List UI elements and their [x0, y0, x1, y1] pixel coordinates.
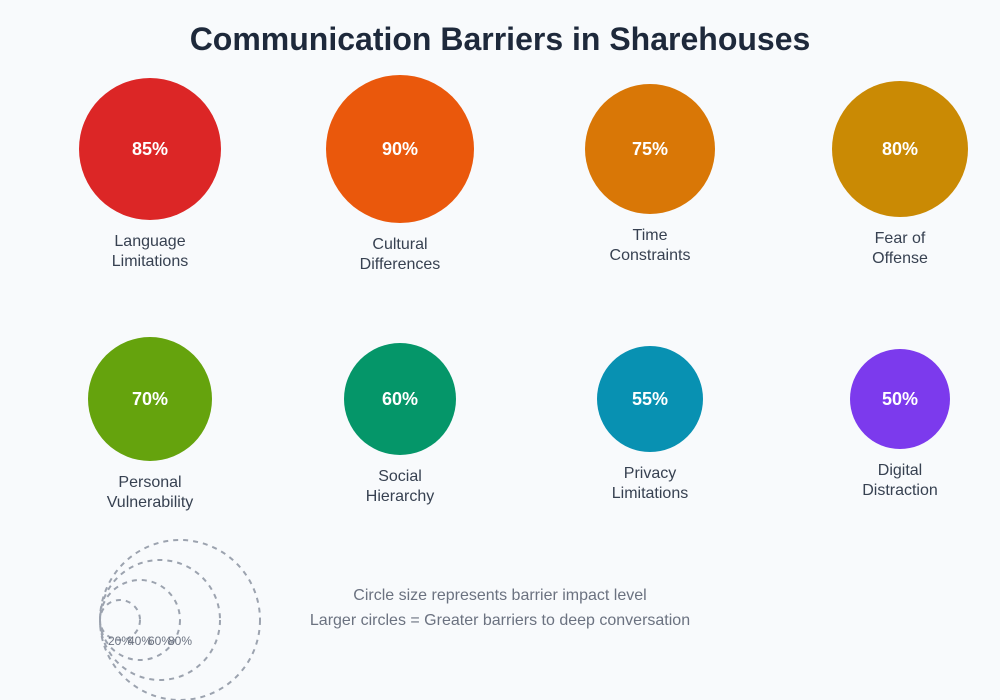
bubble-1: 90% Cultural Differences: [326, 75, 474, 273]
bubble-7: 50% Digital Distraction: [850, 349, 950, 499]
chart-title: Communication Barriers in Sharehouses: [190, 21, 811, 57]
bubble-value: 50%: [882, 389, 918, 409]
bubble-label: Constraints: [610, 247, 691, 264]
bubble-3: 80% Fear of Offense: [832, 81, 968, 267]
legend-circle: [99, 559, 221, 681]
bubble-0: 85% Language Limitations: [79, 78, 221, 270]
bubble-label: Personal: [118, 474, 181, 491]
bubble-label: Privacy: [624, 465, 676, 482]
bubble-value: 90%: [382, 139, 418, 159]
bubble-label: Limitations: [112, 253, 188, 270]
bubble-circle: [832, 81, 968, 217]
legend-level-label: 20%: [108, 634, 132, 648]
bubble-6: 55% Privacy Limitations: [597, 346, 703, 502]
size-legend: 20%40%60%80%: [99, 539, 261, 700]
bubble-2: 75% Time Constraints: [585, 84, 715, 264]
bubble-4: 70% Personal Vulnerability: [88, 337, 212, 511]
bubble-label: Language: [114, 233, 185, 250]
legend-circle: [99, 539, 261, 700]
bubble-label: Vulnerability: [107, 494, 194, 511]
bubble-circle: [88, 337, 212, 461]
bubble-circle: [597, 346, 703, 452]
bubble-value: 80%: [882, 139, 918, 159]
bubble-label: Offense: [872, 250, 928, 267]
legend-note-2: Larger circles = Greater barriers to dee…: [310, 612, 690, 629]
bubble-label: Fear of: [875, 230, 926, 247]
bubble-circle: [344, 343, 456, 455]
bubble-circle: [326, 75, 474, 223]
legend-note-1: Circle size represents barrier impact le…: [353, 587, 646, 604]
bubble-label: Hierarchy: [366, 488, 434, 505]
bubble-circle: [850, 349, 950, 449]
bubble-label: Cultural: [372, 236, 427, 253]
bubble-label: Differences: [360, 256, 441, 273]
bubble-circle: [79, 78, 221, 220]
bubble-value: 85%: [132, 139, 168, 159]
legend-level-label: 40%: [128, 634, 152, 648]
legend-level-label: 80%: [168, 634, 192, 648]
legend-level-label: 60%: [148, 634, 172, 648]
bubble-value: 55%: [632, 389, 668, 409]
bubble-label: Distraction: [862, 482, 938, 499]
legend-circle: [99, 579, 181, 661]
bubble-circle: [585, 84, 715, 214]
bubble-value: 70%: [132, 389, 168, 409]
bubble-label: Digital: [878, 462, 922, 479]
bubble-value: 75%: [632, 139, 668, 159]
bubble-label: Limitations: [612, 485, 688, 502]
bubble-5: 60% Social Hierarchy: [344, 343, 456, 505]
bubble-label: Time: [633, 227, 668, 244]
bubble-label: Social: [378, 468, 422, 485]
bubble-value: 60%: [382, 389, 418, 409]
